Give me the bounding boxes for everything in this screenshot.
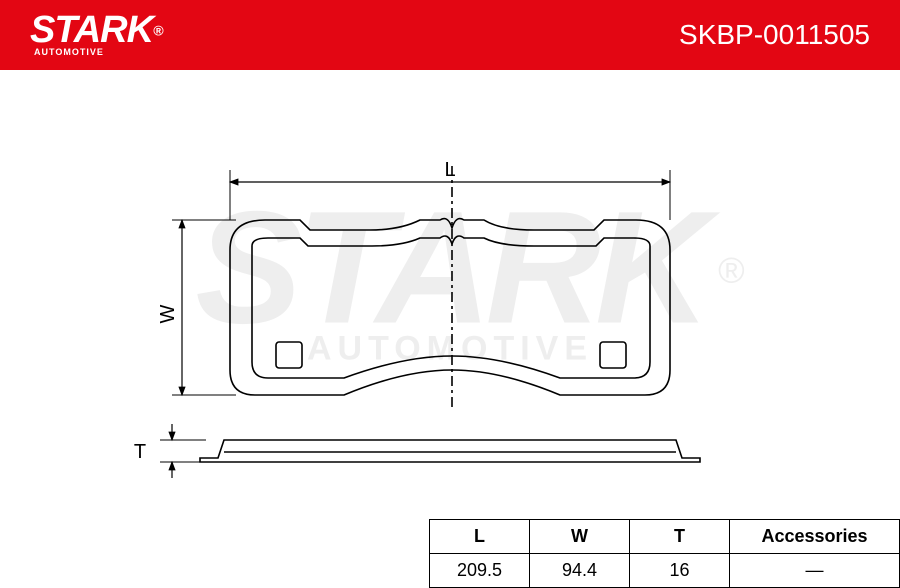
col-accessories-header: Accessories (730, 520, 900, 554)
col-W-header: W (530, 520, 630, 554)
logo-text: STARK (30, 9, 153, 51)
col-L-header: L (430, 520, 530, 554)
header-bar: STARK® AUTOMOTIVE SKBP-0011505 (0, 0, 900, 70)
label-W: W (157, 304, 179, 323)
col-T-header: T (630, 520, 730, 554)
label-L: L (444, 159, 455, 181)
brake-pad-side (200, 440, 700, 462)
logo-subtext: AUTOMOTIVE (34, 47, 162, 57)
brake-pad-front (230, 166, 670, 410)
val-accessories: — (730, 554, 900, 588)
diagram-area: STARK ® AUTOMOTIVE L (0, 70, 900, 498)
spec-header-row: L W T Accessories (430, 520, 900, 554)
part-number: SKBP-0011505 (679, 19, 870, 51)
val-W: 94.4 (530, 554, 630, 588)
spec-table: L W T Accessories 209.5 94.4 16 — (429, 519, 900, 588)
label-T: T (134, 441, 146, 463)
dimension-L: L (230, 159, 670, 220)
technical-drawing: L W T (0, 70, 900, 498)
dimension-T: T (134, 424, 206, 478)
val-L: 209.5 (430, 554, 530, 588)
spec-value-row: 209.5 94.4 16 — (430, 554, 900, 588)
val-T: 16 (630, 554, 730, 588)
brand-logo: STARK® AUTOMOTIVE (30, 13, 162, 57)
logo-registered: ® (153, 23, 162, 39)
dimension-W: W (157, 220, 236, 395)
